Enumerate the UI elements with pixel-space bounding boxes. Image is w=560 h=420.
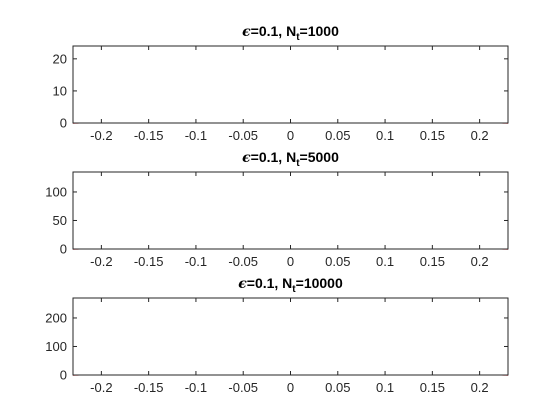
x-tick-label: 0.2 [471, 254, 489, 269]
title-text: =0.1, N [251, 149, 297, 165]
x-tick-label: -0.05 [228, 128, 258, 143]
subplot-title: ϵ=0.1, Nt=10000 [238, 275, 343, 295]
y-tick-label: 200 [45, 310, 67, 325]
y-tick-label: 100 [45, 184, 67, 199]
x-tick-label: -0.1 [185, 380, 207, 395]
x-tick-label: -0.1 [185, 128, 207, 143]
x-tick-label: -0.15 [134, 128, 164, 143]
title-subscript: t [296, 32, 300, 43]
title-text: =0.1, N [251, 23, 297, 39]
x-tick-label: 0.1 [376, 380, 394, 395]
y-tick-label: 50 [53, 213, 67, 228]
x-tick-label: -0.2 [90, 254, 112, 269]
title-count: =5000 [300, 149, 340, 165]
axes-frame [72, 45, 509, 124]
axes-frame [72, 171, 509, 250]
title-count: =10000 [296, 275, 343, 291]
y-tick-label: 0 [60, 242, 67, 257]
title-subscript: t [292, 284, 296, 295]
x-tick-label: 0.2 [471, 380, 489, 395]
x-tick-label: 0.15 [420, 128, 445, 143]
x-tick-label: -0.05 [228, 380, 258, 395]
title-count: =1000 [300, 23, 340, 39]
subplot-1: -0.2 -0.15 -0.1 -0.05 0 0.05 0.1 0.15 0.201020ϵ=… [53, 23, 509, 143]
x-tick-label: -0.2 [90, 380, 112, 395]
subplot-title: ϵ=0.1, Nt=5000 [242, 149, 339, 169]
title-epsilon-symbol: ϵ [238, 276, 247, 292]
x-tick-label: 0.15 [420, 254, 445, 269]
x-tick-label: 0.2 [471, 128, 489, 143]
x-tick-label: 0.05 [325, 128, 350, 143]
title-epsilon-symbol: ϵ [242, 150, 251, 166]
x-tick-label: -0.05 [228, 254, 258, 269]
x-tick-label: 0.05 [325, 380, 350, 395]
title-epsilon-symbol: ϵ [242, 24, 251, 40]
subplot-title: ϵ=0.1, Nt=1000 [242, 23, 339, 43]
x-tick-label: -0.15 [134, 254, 164, 269]
title-subscript: t [296, 158, 300, 169]
subplot-3: -0.2 -0.15 -0.1 -0.05 0 0.05 0.1 0.15 0.2 0 100 200… [45, 275, 509, 395]
x-tick-label: 0 [287, 254, 294, 269]
y-tick-label: 0 [60, 368, 67, 383]
x-tick-label: -0.1 [185, 254, 207, 269]
x-tick-label: -0.2 [90, 128, 112, 143]
x-tick-label: 0 [287, 128, 294, 143]
x-tick-label: 0.05 [325, 254, 350, 269]
subplot-2: -0.2 -0.15 -0.1 -0.05 0 0.05 0.1 0.15 0.2 0 50 100 ϵ… [45, 149, 509, 269]
y-tick-label: 20 [53, 51, 67, 66]
x-tick-label: 0.15 [420, 380, 445, 395]
y-tick-label: 10 [53, 83, 67, 98]
y-tick-label: 0 [60, 116, 67, 131]
title-text: =0.1, N [247, 275, 293, 291]
y-tick-label: 100 [45, 339, 67, 354]
x-tick-label: 0.1 [376, 254, 394, 269]
axes-frame [72, 297, 509, 376]
x-tick-label: -0.15 [134, 380, 164, 395]
x-tick-label: 0 [287, 380, 294, 395]
x-tick-label: 0.1 [376, 128, 394, 143]
